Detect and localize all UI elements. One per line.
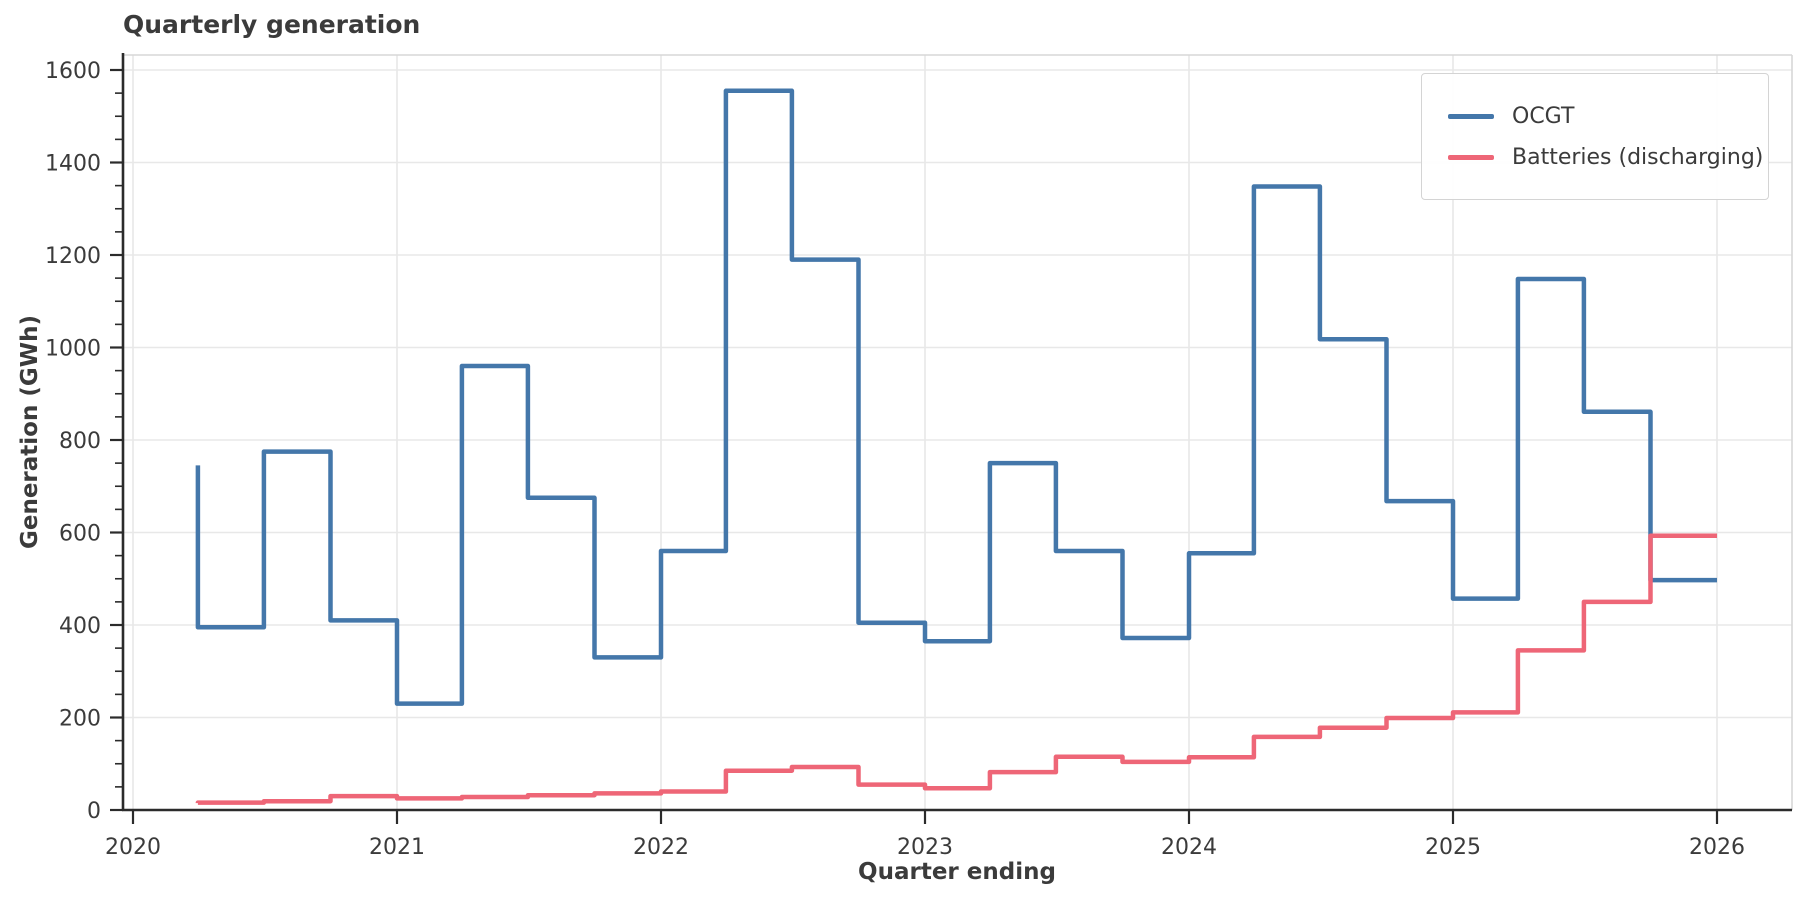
x-tick-label: 2025 [1425,835,1481,860]
y-tick-label: 600 [59,522,101,547]
x-tick-label: 2020 [105,835,161,860]
ocgt-line-swatch [1448,113,1494,119]
legend: OCGT Batteries (discharging) [1421,73,1769,200]
chart-title: Quarterly generation [123,10,421,39]
y-tick-label: 1400 [45,152,101,177]
y-tick-label: 1600 [45,59,101,84]
legend-item-batteries: Batteries (discharging) [1448,145,1763,170]
batteries-discharging-line [195,533,1717,805]
x-tick-label: 2023 [897,835,953,860]
y-tick-label: 0 [87,799,101,824]
legend-label: Batteries (discharging) [1512,144,1764,170]
x-axis-label: Quarter ending [858,859,1056,885]
y-tick-label: 1000 [45,337,101,362]
legend-item-ocgt: OCGT [1448,104,1742,129]
y-tick-label: 200 [59,707,101,732]
x-tick-label: 2022 [633,835,689,860]
y-tick-label: 800 [59,429,101,454]
ocgt-line [195,88,1717,706]
x-tick-label: 2021 [369,835,425,860]
y-tick-label: 400 [59,614,101,639]
x-tick-label: 2024 [1161,835,1217,860]
y-tick-label: 1200 [45,244,101,269]
x-tick-label: 2026 [1689,835,1745,860]
batteries-line-swatch [1448,154,1494,160]
legend-label: OCGT [1512,103,1575,129]
